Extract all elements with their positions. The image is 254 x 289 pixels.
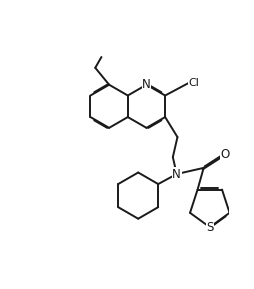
Text: N: N [172, 168, 180, 181]
Text: Cl: Cl [187, 78, 198, 88]
Text: S: S [205, 221, 213, 234]
Text: N: N [141, 78, 150, 91]
Text: O: O [220, 147, 229, 160]
